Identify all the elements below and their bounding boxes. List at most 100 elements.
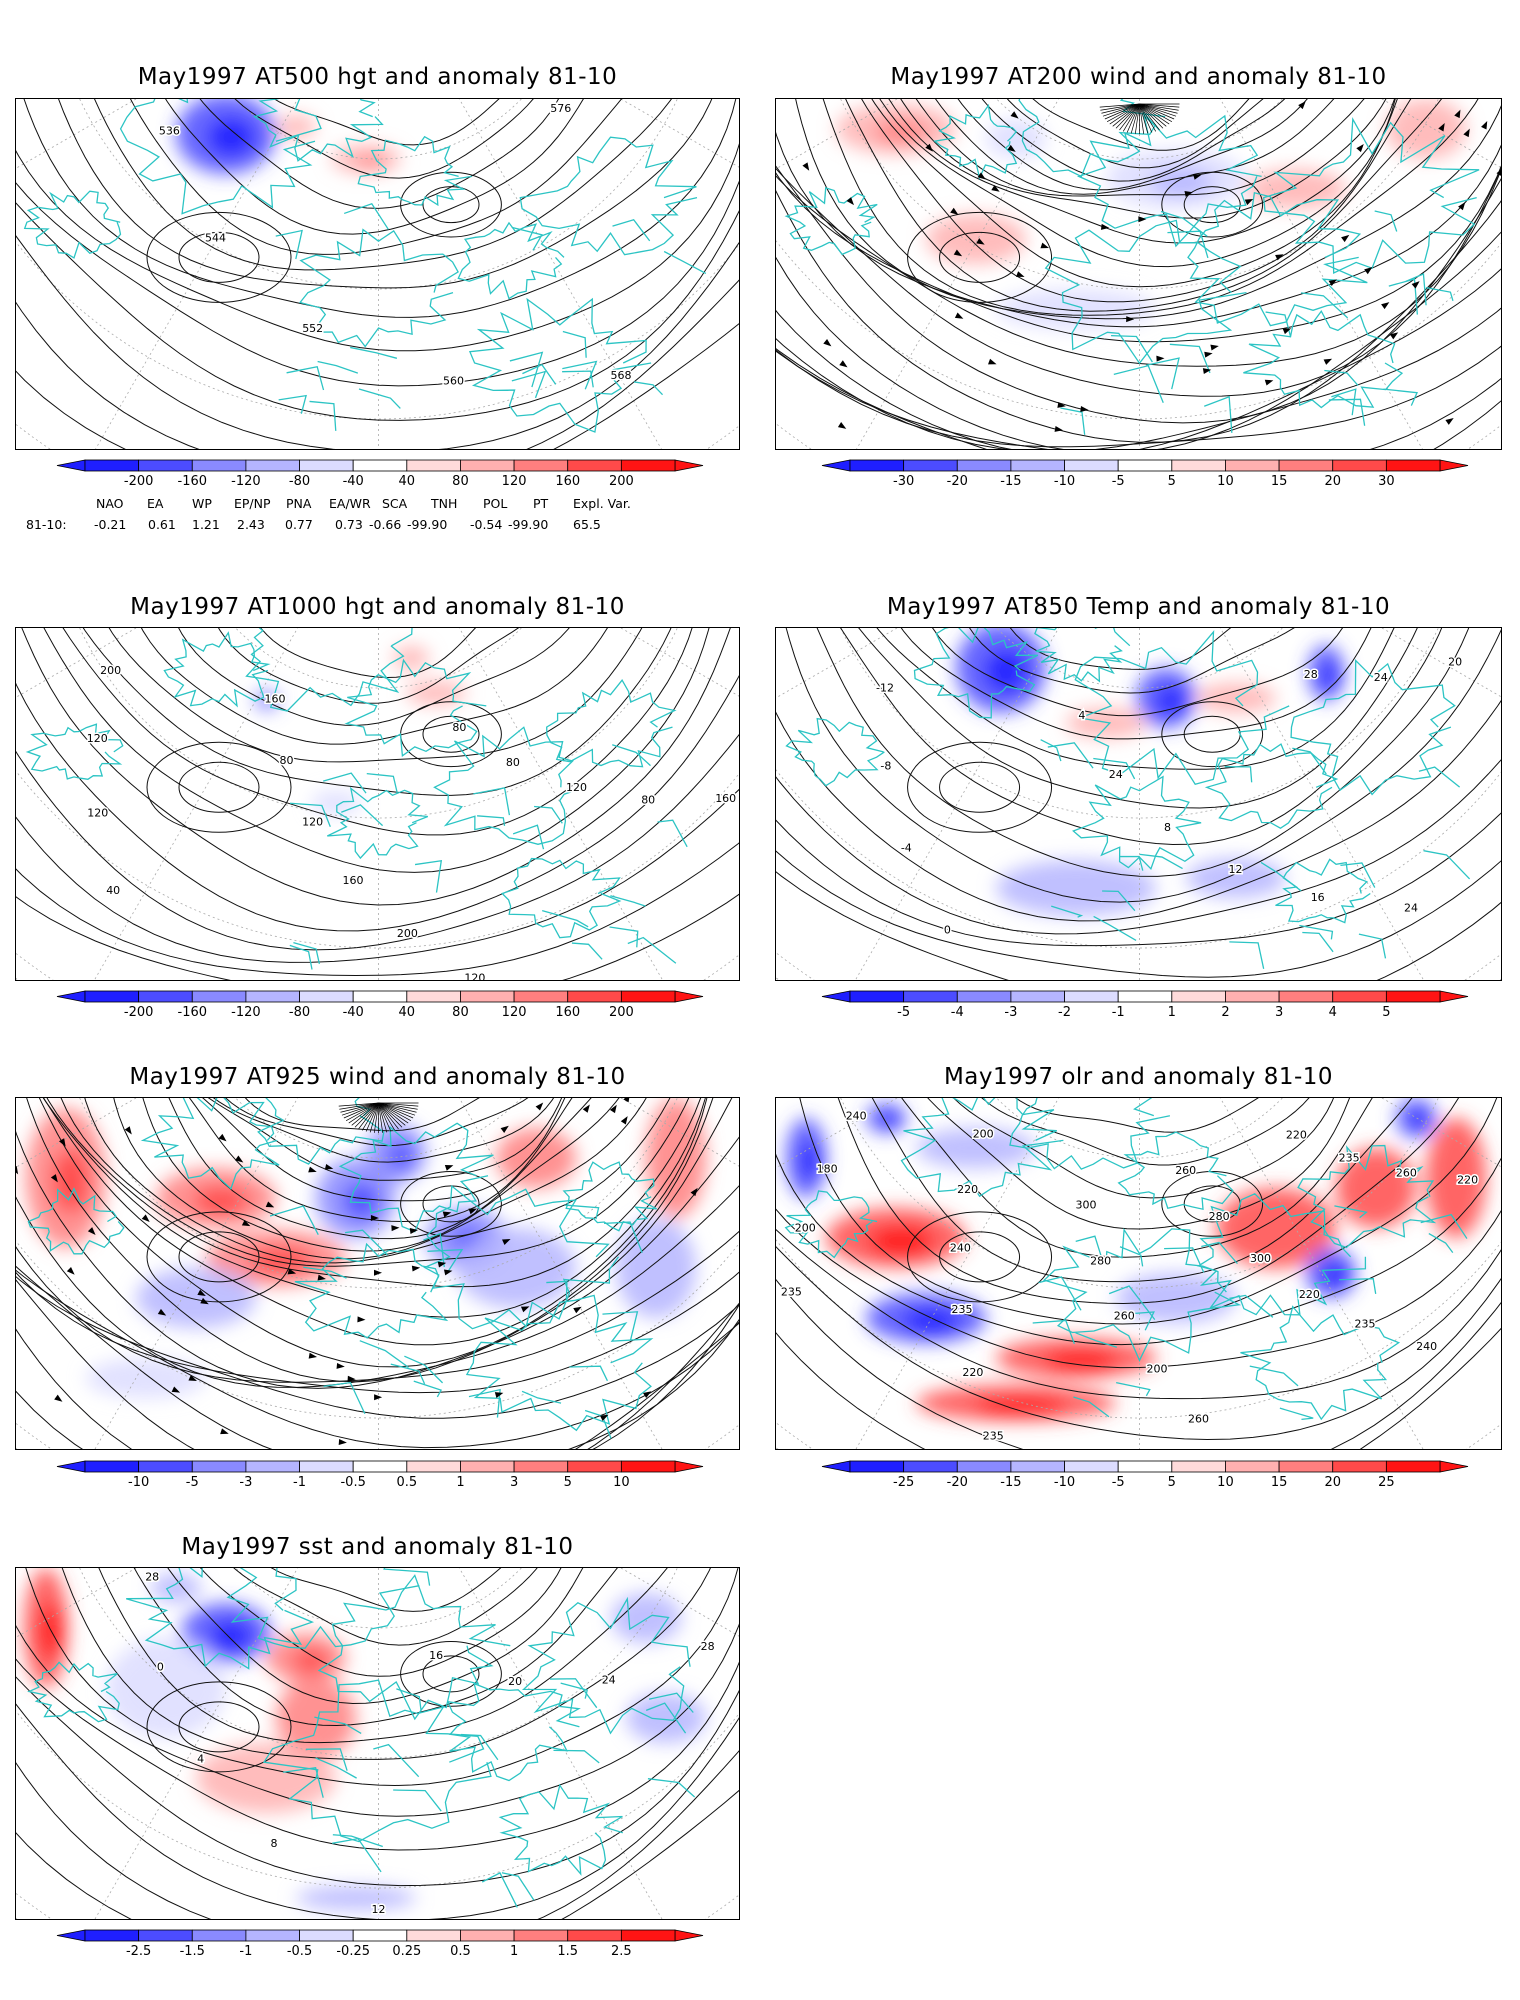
colorbar-box (1117, 1460, 1173, 1473)
coastline-segment (252, 99, 384, 162)
colorbar-boxes (56, 1460, 704, 1473)
colorbar-box (1064, 459, 1119, 472)
index-header-sca: SCA (382, 496, 408, 511)
colorbar-sst: -2.5 -1.5 -1 -0.5 -0.25 0.25 0.5 1 1.5 2.5 (55, 1928, 705, 1960)
border-segment (396, 1688, 422, 1711)
anomaly-blob (1426, 1118, 1486, 1238)
border-segment (1060, 407, 1086, 435)
colorbar-tick-label: -120 (231, 1005, 261, 1020)
contour-line (21, 1098, 715, 1288)
closed-contour (1183, 715, 1241, 753)
colorbar-tick-label: 5 (564, 1475, 572, 1490)
contour-line (147, 1098, 591, 1181)
contour-line (948, 99, 1347, 182)
border-segment (358, 388, 401, 409)
wind-arrow (373, 1269, 382, 1276)
colorbar-tick-label: 40 (399, 474, 416, 489)
map-panel-olr: 235 235 240 180 200 235 200 220 240 235 220 235 300 2… (775, 1097, 1502, 1450)
border-segment (550, 1678, 598, 1709)
coastline-segment (785, 717, 885, 787)
coastline-segment (501, 857, 622, 939)
wind-arrow (839, 360, 848, 368)
border-segment (1418, 766, 1461, 788)
wind-arrow (1481, 120, 1488, 130)
contour-lines (776, 1098, 1501, 1449)
contour-line (847, 99, 1406, 244)
colorbar-tick-label: -160 (178, 474, 208, 489)
polar-stream (1139, 103, 1173, 122)
wind-arrow (1007, 144, 1016, 152)
contour-lines (16, 628, 739, 980)
streamline-arrows (16, 1098, 698, 1445)
colorbar-box (903, 990, 958, 1003)
coastline-segment (357, 135, 472, 207)
panel-title-at850: May1997 AT850 Temp and anomaly 81-10 (886, 594, 1391, 620)
contour-line (16, 628, 739, 980)
anomaly-blob (1216, 1188, 1336, 1268)
coastline-segment (140, 1098, 280, 1190)
contour-line (802, 99, 1501, 316)
border-segment (1299, 924, 1334, 940)
panel-title-at200: May1997 AT200 wind and anomaly 81-10 (890, 64, 1387, 90)
contour-label: 235 (952, 1303, 973, 1316)
colorbar-end-low (821, 1460, 851, 1473)
border-segment (1425, 287, 1454, 301)
panel-title-sst: May1997 sst and anomaly 81-10 (181, 1534, 574, 1560)
coastlines (25, 628, 688, 970)
wind-arrow (1341, 234, 1350, 243)
contour-line (827, 99, 1458, 303)
border-segment (366, 772, 399, 794)
contour-label: 200 (973, 1128, 994, 1141)
colorbar-box (1225, 990, 1280, 1003)
wind-arrow (1184, 190, 1193, 197)
colorbar-tick-label: 0.25 (392, 1944, 421, 1959)
border-segment (1160, 210, 1208, 237)
colorbar-box (138, 1460, 193, 1473)
border-segment (627, 936, 677, 964)
border-segment (1383, 388, 1418, 406)
contour-label: 220 (957, 1183, 978, 1196)
wind-arrow (1057, 401, 1066, 408)
wind-arrow (991, 185, 1000, 192)
panel-title-at1000: May1997 AT1000 hgt and anomaly 81-10 (130, 594, 625, 620)
wind-arrow (1463, 128, 1470, 138)
polar-stream (1122, 103, 1140, 132)
contour-line (127, 1098, 621, 1223)
polar-stream (1104, 103, 1140, 120)
closed-contour (146, 741, 292, 833)
anomaly-shading (786, 1098, 1486, 1421)
anomaly-core (904, 1309, 958, 1333)
colorbar-box (1385, 459, 1441, 472)
contour-line (123, 1098, 640, 1240)
contour-label: 576 (550, 102, 571, 115)
border-segment (413, 1380, 443, 1398)
coastline-segment (1263, 116, 1480, 275)
coastline-segment (163, 631, 271, 708)
colorbar-box (513, 1460, 569, 1473)
index-value-sca: -0.66 (369, 517, 402, 532)
border-segment (1334, 1205, 1368, 1219)
colorbar-tick-label: -5 (1112, 474, 1125, 489)
contour-label: 20 (1448, 655, 1462, 668)
colorbar-box (513, 990, 569, 1003)
border-segment (269, 1205, 319, 1235)
wind-arrow (157, 1308, 167, 1316)
wind-arrow (1016, 271, 1025, 277)
border-segment (1093, 915, 1137, 941)
contour-label: 235 (1355, 1318, 1376, 1331)
colorbar-end-high (674, 1929, 704, 1942)
border-segment (1169, 343, 1211, 374)
contour-line (776, 99, 1501, 424)
polar-stream (1101, 103, 1140, 114)
border-segment (610, 895, 646, 907)
map-panel-sst: 2428048121620242828 (15, 1567, 740, 1920)
closed-contour (1161, 1171, 1264, 1237)
contour-labels: 1201202001201204016080120160200120808012… (85, 662, 737, 980)
border-segment (1328, 398, 1366, 426)
polar-stream (378, 1102, 414, 1119)
colorbar-tick-label: 5 (1168, 1475, 1176, 1490)
border-segment (1358, 933, 1387, 959)
colorbar-box (191, 1460, 247, 1473)
wind-arrow (1138, 216, 1147, 223)
coastline-segment (519, 136, 698, 256)
